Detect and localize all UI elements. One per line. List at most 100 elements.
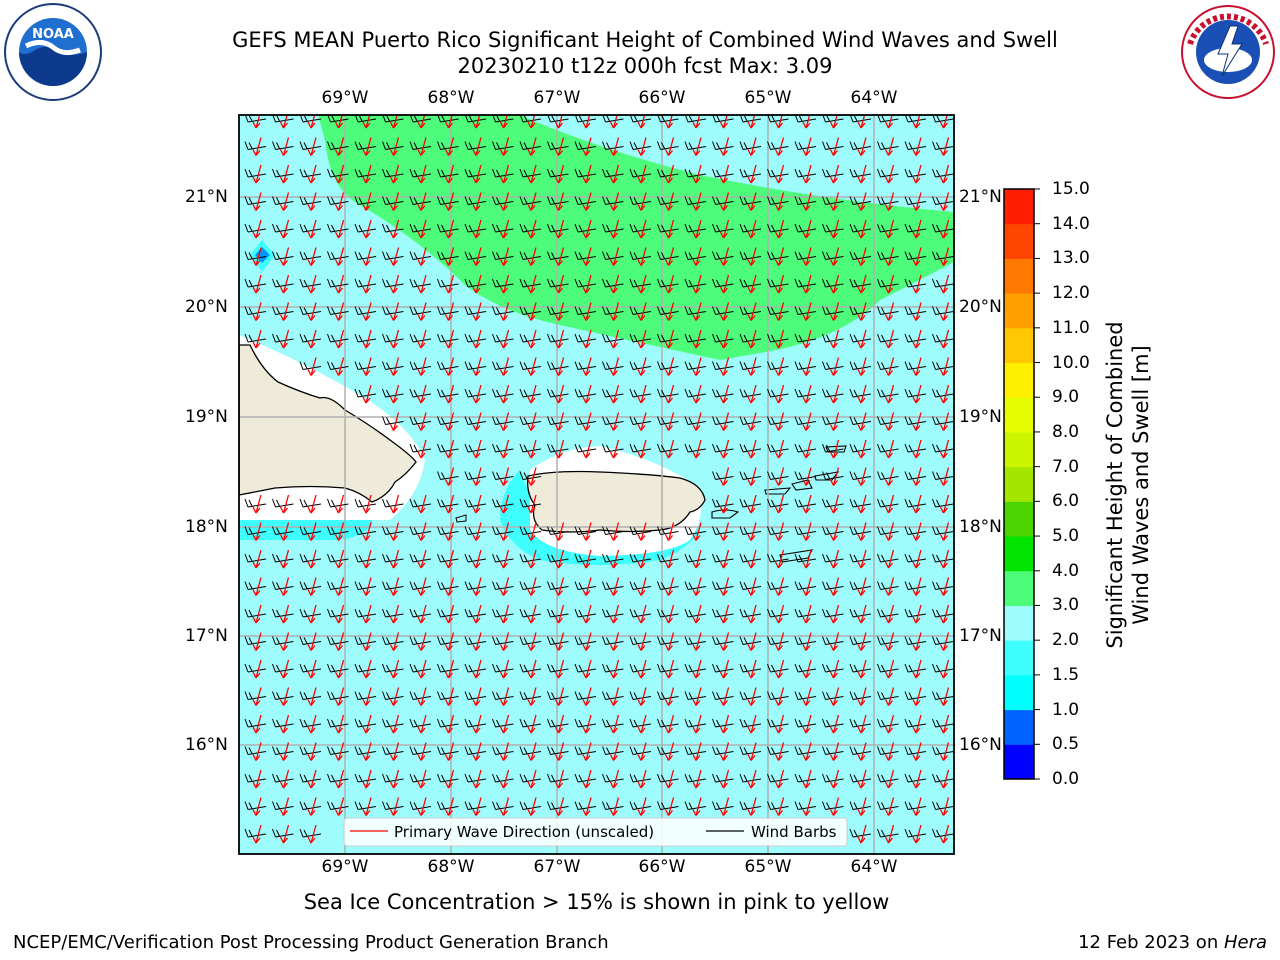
wind-barb: [464, 746, 487, 755]
wave-direction-arrow: [747, 357, 757, 376]
wave-direction-arrow: [307, 549, 317, 569]
wave-direction-arrow: [609, 329, 620, 349]
wave-direction-arrow: [307, 687, 317, 706]
wave-direction-arrow: [417, 384, 427, 404]
wind-barb: [684, 141, 707, 150]
wave-direction-arrow: [499, 522, 510, 541]
wind-barb: [739, 691, 762, 700]
wind-barb: [547, 416, 569, 425]
wave-direction-arrow: [472, 549, 482, 569]
wave-direction-arrow: [472, 439, 482, 459]
wave-direction-arrow: [609, 357, 620, 376]
wave-direction-arrow: [857, 577, 867, 596]
wave-direction-arrow: [884, 302, 895, 321]
wind-barb: [767, 361, 789, 370]
wave-direction-arrow: [417, 439, 427, 459]
wind-barb: [904, 828, 927, 838]
wave-direction-arrow: [802, 604, 812, 624]
wind-barb: [629, 361, 652, 370]
wave-direction-arrow: [912, 659, 922, 679]
wind-barb: [299, 773, 322, 783]
wave-direction-arrow: [444, 604, 455, 624]
wave-direction-arrow: [637, 164, 647, 184]
wind-barb: [767, 718, 789, 728]
wave-direction-arrow: [802, 577, 812, 596]
wind-barb: [354, 718, 377, 728]
wave-direction-arrow: [829, 687, 840, 706]
wind-barb: [327, 278, 349, 288]
wind-barb: [547, 168, 569, 178]
wind-barb: [272, 553, 294, 563]
wind-barb: [877, 306, 899, 315]
wind-barb: [244, 663, 267, 673]
wave-direction-arrow: [582, 522, 592, 541]
wind-barb: [492, 746, 514, 755]
wind-barb: [822, 773, 844, 783]
wave-direction-arrow: [527, 329, 537, 349]
wind-barb: [327, 718, 349, 728]
wind-barb: [904, 278, 927, 288]
wave-direction-arrow: [747, 467, 757, 486]
wind-barb: [492, 168, 514, 178]
wave-direction-arrow: [939, 797, 950, 816]
wind-barb: [822, 443, 844, 453]
nws-logo: [1181, 5, 1275, 99]
wave-direction-arrow: [774, 302, 785, 321]
wind-barb: [547, 553, 569, 563]
wind-barb: [272, 801, 294, 810]
wave-direction-arrow: [719, 714, 730, 734]
wind-barb: [244, 746, 267, 755]
wave-direction-arrow: [527, 549, 537, 569]
wave-direction-arrow: [554, 384, 565, 404]
wave-band-3-4m: [318, 115, 954, 360]
wind-barb: [657, 526, 679, 535]
wind-barb: [822, 141, 844, 150]
wave-direction-arrow: [334, 192, 345, 211]
wave-direction-arrow: [884, 604, 895, 624]
wind-barb: [409, 333, 432, 343]
wave-direction-arrow: [279, 494, 290, 514]
wave-direction-arrow: [279, 742, 290, 761]
lat-label-right: 18°N: [959, 517, 1002, 537]
wind-barb: [629, 663, 652, 673]
wave-direction-arrow: [417, 604, 427, 624]
wind-barb: [437, 663, 459, 673]
wave-direction-arrow: [527, 494, 537, 514]
colorbar-tick-label: 15.0: [1052, 179, 1090, 199]
wind-barb: [354, 663, 377, 673]
wave-direction-arrow: [829, 192, 840, 211]
wave-direction-arrow: [279, 659, 290, 679]
wind-barb: [492, 663, 514, 673]
wave-direction-arrow: [637, 742, 647, 761]
wave-direction-arrow: [609, 659, 620, 679]
wind-barb: [739, 388, 762, 398]
wave-direction-arrow: [389, 687, 400, 706]
wave-direction-arrow: [389, 274, 400, 294]
wave-direction-arrow: [664, 714, 675, 734]
wave-direction-arrow: [499, 659, 510, 679]
wave-direction-arrow: [444, 412, 455, 431]
noaa-logo-text: NOAA: [32, 27, 74, 42]
wave-direction-arrow: [774, 247, 785, 266]
wave-direction-arrow: [884, 274, 895, 294]
wave-direction-arrow: [444, 467, 455, 486]
wave-direction-arrow: [637, 659, 647, 679]
wave-direction-arrow: [444, 329, 455, 349]
wind-barb: [849, 691, 872, 700]
wave-direction-arrow: [719, 467, 730, 486]
wind-barb: [904, 663, 927, 673]
wind-barb: [712, 746, 734, 755]
wind-barb: [794, 581, 817, 590]
wind-barb: [272, 718, 294, 728]
wind-barb: [739, 443, 762, 453]
wind-barb: [464, 663, 487, 673]
sea-ice-caption: Sea Ice Concentration > 15% is shown in …: [303, 890, 890, 914]
wave-direction-arrow: [637, 714, 647, 734]
wind-barb: [684, 278, 707, 288]
wave-direction-arrow: [527, 742, 537, 761]
wind-barb: [299, 168, 322, 178]
wave-direction-arrow: [912, 412, 922, 431]
footer-date-text: 12 Feb 2023 on: [1078, 932, 1224, 953]
wind-barb: [877, 773, 899, 783]
wind-barb: [437, 608, 459, 618]
